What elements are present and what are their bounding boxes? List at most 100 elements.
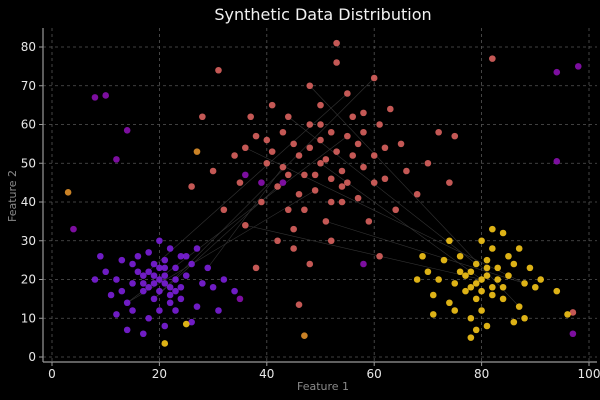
- data-point: [456, 268, 464, 276]
- data-point: [327, 128, 335, 136]
- data-point: [220, 206, 228, 214]
- data-point: [236, 295, 244, 303]
- connection-line: [325, 221, 525, 284]
- data-point: [274, 237, 281, 245]
- data-point: [494, 276, 502, 283]
- data-point: [166, 283, 174, 291]
- data-point: [182, 252, 190, 260]
- data-point: [553, 68, 561, 76]
- x-tick-label: 100: [578, 367, 600, 381]
- data-point: [515, 303, 523, 310]
- data-point: [419, 252, 426, 260]
- data-point: [247, 113, 254, 121]
- data-point: [97, 252, 104, 260]
- data-point: [429, 291, 437, 299]
- data-point: [139, 272, 147, 279]
- data-point: [145, 249, 152, 256]
- data-point: [354, 194, 362, 202]
- y-tick-label: 30: [21, 234, 36, 248]
- data-point: [129, 307, 136, 314]
- data-point: [354, 140, 362, 148]
- data-point: [295, 152, 303, 159]
- x-tick-label: 80: [474, 367, 489, 381]
- data-point: [467, 268, 475, 276]
- data-point: [150, 280, 158, 287]
- data-point: [510, 318, 518, 326]
- data-point: [284, 171, 292, 179]
- data-point: [156, 307, 163, 314]
- data-point: [145, 283, 152, 291]
- data-point: [327, 237, 335, 245]
- data-point: [172, 264, 179, 272]
- data-point: [462, 272, 469, 279]
- data-point: [392, 206, 399, 214]
- data-point: [521, 280, 528, 287]
- data-point: [360, 163, 367, 171]
- data-point: [306, 121, 314, 128]
- data-point: [569, 309, 577, 316]
- data-point: [338, 198, 346, 206]
- data-point: [263, 136, 271, 144]
- data-point: [333, 148, 340, 155]
- data-point: [327, 175, 335, 183]
- data-point: [199, 280, 206, 287]
- data-point: [134, 252, 142, 260]
- data-point: [483, 256, 491, 264]
- data-point: [360, 128, 367, 136]
- data-point: [102, 268, 109, 276]
- data-point: [403, 167, 410, 175]
- data-point: [489, 55, 496, 62]
- data-point: [263, 159, 271, 167]
- y-axis-label: Feature 2: [6, 170, 19, 222]
- data-point: [177, 295, 185, 303]
- data-point: [526, 264, 534, 272]
- connection-line: [143, 93, 348, 276]
- connection-line: [320, 163, 482, 280]
- y-tick-label: 20: [21, 273, 36, 287]
- data-point: [381, 144, 389, 152]
- connection-line: [245, 147, 525, 284]
- data-point: [365, 218, 373, 225]
- data-point: [446, 299, 453, 307]
- data-point: [161, 280, 169, 287]
- data-point: [156, 287, 163, 295]
- data-point: [295, 301, 303, 308]
- data-point: [370, 179, 378, 186]
- data-point: [258, 198, 265, 206]
- data-point: [279, 179, 287, 186]
- y-tick-label: 80: [21, 40, 36, 54]
- data-point: [413, 276, 421, 283]
- data-point: [118, 256, 126, 264]
- data-point: [102, 92, 109, 99]
- data-point: [290, 140, 297, 148]
- data-point: [311, 187, 319, 194]
- data-point: [521, 314, 528, 322]
- data-points: [64, 39, 582, 347]
- data-point: [172, 287, 179, 295]
- data-point: [301, 206, 308, 214]
- data-point: [236, 179, 244, 186]
- data-point: [242, 221, 249, 229]
- data-point: [317, 121, 324, 128]
- data-point: [188, 318, 195, 326]
- data-point: [472, 326, 480, 334]
- x-tick-label: 40: [259, 367, 274, 381]
- data-point: [123, 326, 131, 334]
- data-point: [413, 190, 421, 198]
- data-point: [107, 291, 115, 299]
- data-point: [322, 218, 330, 225]
- y-tick-label: 10: [21, 311, 36, 325]
- data-point: [333, 59, 340, 66]
- data-point: [489, 225, 496, 233]
- data-point: [333, 39, 340, 47]
- data-point: [231, 287, 238, 295]
- data-point: [182, 320, 190, 328]
- data-point: [139, 330, 147, 338]
- data-point: [129, 280, 136, 287]
- data-point: [553, 158, 561, 165]
- data-point: [311, 171, 319, 179]
- data-point: [360, 260, 367, 268]
- data-point: [553, 287, 561, 295]
- data-point: [118, 287, 126, 295]
- data-point: [193, 245, 201, 252]
